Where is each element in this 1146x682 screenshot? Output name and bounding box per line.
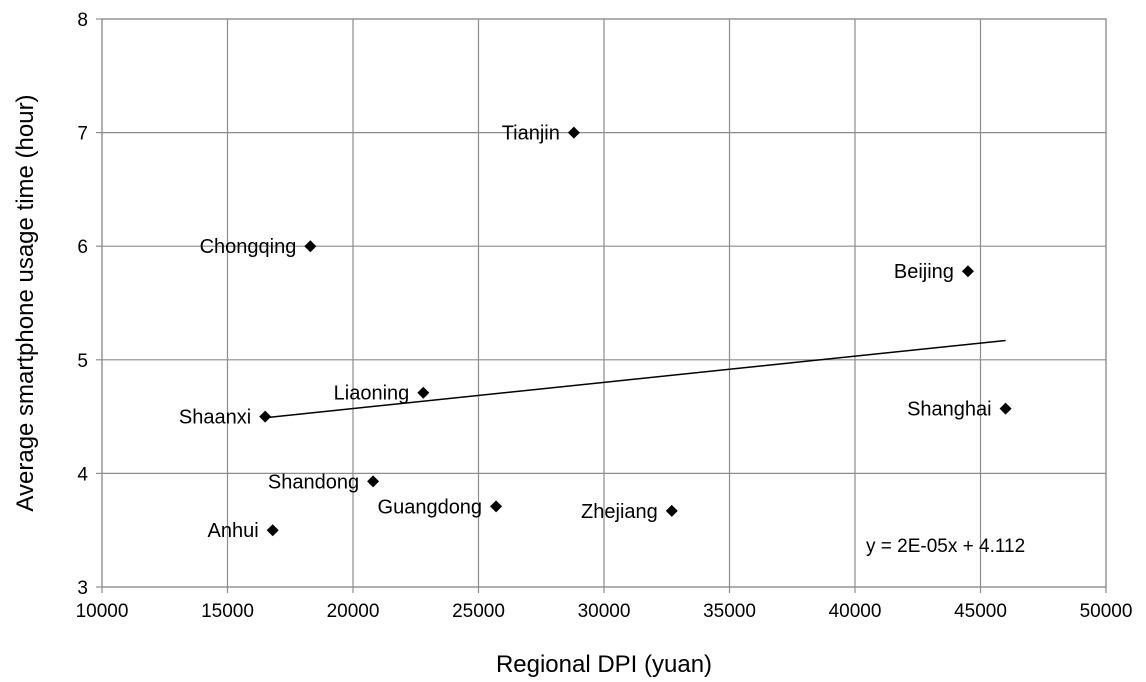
x-tick-label: 25000 [452, 601, 505, 622]
data-point-label: Liaoning [334, 383, 410, 405]
data-point [367, 475, 380, 488]
y-tick-label: 6 [77, 237, 88, 258]
data-point-label: Chongqing [200, 236, 297, 258]
data-point [490, 500, 503, 513]
data-point [961, 265, 974, 278]
x-tick-label: 10000 [76, 601, 129, 622]
data-point [567, 126, 580, 139]
x-tick-label: 15000 [201, 601, 254, 622]
x-tick-label: 45000 [954, 601, 1007, 622]
plot-border [101, 18, 1107, 588]
x-axis-title: Regional DPI (yuan) [496, 651, 712, 678]
data-point [665, 504, 678, 517]
data-point-label: Shanghai [907, 399, 992, 421]
x-tick-label: 35000 [703, 601, 756, 622]
data-point-label: Zhejiang [581, 501, 658, 523]
y-axis-title: Average smartphone usage time (hour) [12, 94, 39, 511]
trendline-equation: y = 2E-05x + 4.112 [866, 536, 1025, 557]
x-tick-label: 30000 [578, 601, 631, 622]
data-point [304, 240, 317, 253]
data-point-label: Beijing [894, 261, 954, 283]
x-tick-label: 50000 [1080, 601, 1133, 622]
data-point [266, 524, 279, 537]
x-tick-labels: 10000 15000 20000 25000 30000 35000 40000 45000… [76, 601, 1133, 622]
y-tick-label: 3 [77, 578, 88, 599]
data-point-label: Anhui [208, 520, 259, 542]
data-point [417, 386, 430, 399]
axes [96, 18, 1107, 593]
x-tick-label: 20000 [327, 601, 380, 622]
y-tick-label: 8 [77, 10, 88, 31]
data-point-label: Shaanxi [179, 407, 251, 429]
data-points: Tianjin Chongqing Beijing Liaoning Shaanxi Sh… [179, 123, 1012, 542]
data-point [999, 402, 1012, 415]
y-tick-labels: 3 4 5 6 7 8 [77, 10, 88, 599]
data-point-label: Tianjin [502, 123, 560, 145]
y-tick-label: 4 [77, 464, 88, 485]
trendline [265, 339, 1006, 419]
y-tick-label: 5 [77, 351, 88, 372]
x-tick-label: 40000 [829, 601, 882, 622]
y-tick-label: 7 [77, 124, 88, 145]
data-point-label: Guangdong [378, 496, 483, 518]
data-point-label: Shandong [268, 471, 359, 493]
data-point [259, 410, 272, 423]
